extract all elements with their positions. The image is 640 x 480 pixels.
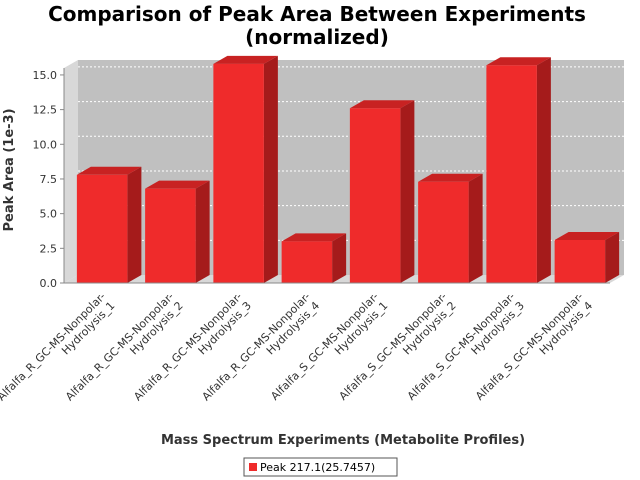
x-tick-label-line: Alfalfa_R_GC-MS-Nonpolar- [63, 290, 176, 403]
bar-top [554, 232, 620, 240]
bar-top [76, 166, 142, 175]
x-tick-label-line: Alfalfa_S_GC-MS-Nonpolar- [337, 290, 450, 403]
bar-side [468, 173, 483, 283]
y-tick-label: 15.0 [33, 69, 58, 82]
y-axis: 0.0 2.5 5.0 7.5 10.0 12.5 15.0 [33, 68, 65, 290]
x-axis: Alfalfa_R_GC-MS-Nonpolar-Hydrolysis_1Alf… [0, 282, 610, 413]
bar-front [76, 174, 128, 283]
x-tick-label-line: Alfalfa_R_GC-MS-Nonpolar- [0, 290, 108, 403]
bar-side [127, 166, 142, 283]
bar [349, 100, 415, 284]
plot-left-wall [64, 60, 78, 283]
y-axis-title: Peak Area (1e-3) [2, 108, 17, 231]
bar-side [195, 180, 210, 283]
bar-side [400, 100, 415, 284]
x-tick-label-line: Alfalfa_S_GC-MS-Nonpolar- [473, 290, 586, 403]
bar [213, 55, 278, 283]
y-tick-label: 5.0 [40, 208, 58, 221]
bar-front [349, 108, 401, 284]
y-tick-label: 12.5 [33, 104, 58, 117]
bar-front [554, 240, 606, 283]
bar-top [145, 180, 210, 189]
x-tick-label-line: Alfalfa_R_GC-MS-Nonpolar- [131, 290, 244, 403]
bar-front [145, 188, 196, 283]
x-tick-label-line: Alfalfa_R_GC-MS-Nonpolar- [200, 290, 313, 403]
bars [76, 55, 620, 284]
bar-side [536, 57, 551, 284]
legend-label: Peak 217.1(25.7457) [260, 461, 375, 474]
bar-top [213, 55, 278, 64]
bar [281, 233, 347, 283]
y-tick-label: 10.0 [33, 138, 58, 151]
bar [76, 166, 142, 283]
chart-subtitle: (normalized) [245, 25, 389, 49]
legend-swatch [249, 463, 257, 471]
bar [145, 180, 210, 283]
legend: Peak 217.1(25.7457) [243, 457, 398, 477]
bar-front [213, 63, 264, 283]
bar-front [418, 181, 469, 283]
bar-side [332, 233, 347, 283]
x-tick-label-line: Alfalfa_S_GC-MS-Nonpolar- [405, 290, 518, 403]
bar [554, 232, 620, 283]
bar [486, 57, 551, 284]
bar [418, 173, 483, 283]
x-axis-title: Mass Spectrum Experiments (Metabolite Pr… [161, 433, 525, 448]
bar-front [281, 241, 333, 283]
y-tick-label: 7.5 [40, 173, 58, 186]
bar-front [486, 65, 537, 284]
x-tick-label-line: Alfalfa_S_GC-MS-Nonpolar- [268, 290, 381, 403]
x-tick-label: Alfalfa_R_GC-MS-Nonpolar-Hydrolysis_1 [0, 290, 117, 413]
bar-top [349, 100, 415, 109]
bar-side [605, 232, 620, 283]
bar-top [418, 173, 483, 182]
chart-title: Comparison of Peak Area Between Experime… [48, 2, 586, 26]
y-tick-label: 0.0 [40, 277, 58, 290]
y-tick-label: 2.5 [40, 242, 58, 255]
bar-top [281, 233, 347, 242]
bar-top [486, 57, 551, 66]
bar-side [263, 55, 278, 283]
legend-box [243, 457, 398, 477]
